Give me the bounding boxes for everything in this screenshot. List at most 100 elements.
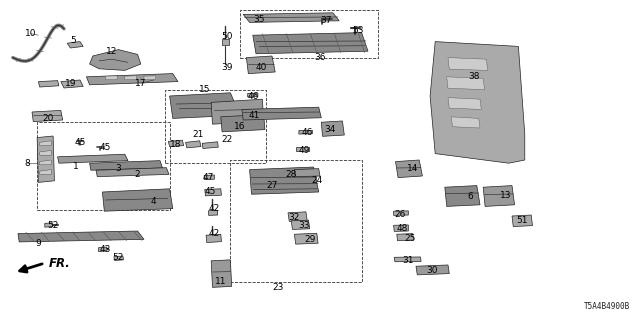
Polygon shape: [396, 160, 422, 178]
Text: 49: 49: [298, 146, 310, 155]
Polygon shape: [86, 74, 178, 85]
Text: 53: 53: [353, 26, 364, 35]
Text: T5A4B4900B: T5A4B4900B: [584, 302, 630, 311]
Text: 26: 26: [394, 210, 406, 219]
Text: 21: 21: [193, 130, 204, 139]
Polygon shape: [211, 260, 232, 287]
Polygon shape: [37, 136, 54, 182]
Text: 14: 14: [407, 164, 419, 172]
Polygon shape: [32, 110, 63, 122]
Text: 15: 15: [199, 85, 211, 94]
Text: 34: 34: [324, 125, 335, 134]
Text: 52: 52: [113, 253, 124, 262]
Polygon shape: [170, 93, 240, 118]
Text: 28: 28: [285, 170, 297, 179]
Polygon shape: [299, 130, 312, 134]
Text: 27: 27: [266, 181, 278, 190]
Text: 9: 9: [36, 239, 41, 248]
Text: 36: 36: [314, 53, 326, 62]
Text: 45: 45: [204, 188, 216, 196]
Polygon shape: [114, 256, 124, 260]
Text: 16: 16: [234, 122, 246, 131]
Text: 41: 41: [249, 111, 260, 120]
Text: 18: 18: [170, 140, 182, 148]
Polygon shape: [448, 58, 488, 70]
Text: 29: 29: [305, 236, 316, 244]
Text: 2: 2: [135, 170, 140, 179]
Polygon shape: [61, 80, 83, 88]
Text: 8: 8: [24, 159, 29, 168]
Polygon shape: [416, 265, 449, 275]
Text: 37: 37: [321, 16, 332, 25]
Polygon shape: [90, 161, 163, 170]
Text: 52: 52: [47, 221, 59, 230]
Text: 40: 40: [255, 63, 267, 72]
Polygon shape: [45, 223, 52, 227]
Polygon shape: [253, 33, 368, 54]
Polygon shape: [296, 147, 309, 151]
Text: 42: 42: [209, 204, 220, 212]
Polygon shape: [106, 76, 117, 80]
Text: 38: 38: [468, 72, 479, 81]
Text: 23: 23: [273, 284, 284, 292]
Polygon shape: [221, 115, 265, 132]
Text: 24: 24: [311, 176, 323, 185]
Polygon shape: [222, 39, 229, 45]
Polygon shape: [291, 220, 310, 229]
Text: 48: 48: [396, 224, 408, 233]
Polygon shape: [248, 93, 258, 97]
Text: 51: 51: [516, 216, 527, 225]
Polygon shape: [186, 141, 201, 148]
Polygon shape: [206, 234, 221, 243]
Polygon shape: [430, 42, 525, 163]
Text: 33: 33: [298, 221, 310, 230]
Polygon shape: [168, 140, 184, 147]
Text: 45: 45: [74, 138, 86, 147]
Text: 31: 31: [403, 256, 414, 265]
Polygon shape: [40, 141, 51, 146]
Text: 17: 17: [135, 79, 147, 88]
Text: 13: 13: [500, 191, 511, 200]
Polygon shape: [18, 231, 144, 242]
Polygon shape: [67, 42, 83, 48]
Polygon shape: [242, 107, 321, 120]
Polygon shape: [294, 169, 320, 177]
Text: 10: 10: [25, 29, 36, 38]
Text: 42: 42: [209, 229, 220, 238]
Polygon shape: [445, 186, 480, 206]
Polygon shape: [394, 257, 421, 262]
Text: 22: 22: [221, 135, 233, 144]
Text: 1: 1: [73, 162, 78, 171]
Text: 46: 46: [247, 92, 259, 100]
Text: 25: 25: [404, 234, 415, 243]
Polygon shape: [209, 210, 218, 215]
Polygon shape: [448, 98, 481, 109]
Polygon shape: [38, 81, 59, 87]
Polygon shape: [294, 233, 318, 244]
Text: 39: 39: [221, 63, 233, 72]
Polygon shape: [205, 189, 221, 196]
Polygon shape: [90, 50, 141, 70]
Text: 5: 5: [71, 36, 76, 44]
Polygon shape: [321, 121, 344, 136]
Text: 46: 46: [301, 128, 313, 137]
Polygon shape: [243, 13, 339, 22]
Text: 43: 43: [100, 245, 111, 254]
Polygon shape: [58, 154, 128, 163]
Text: 4: 4: [151, 197, 156, 206]
Polygon shape: [99, 247, 107, 252]
Text: 20: 20: [42, 114, 54, 123]
Polygon shape: [144, 76, 156, 80]
Polygon shape: [397, 234, 413, 241]
Polygon shape: [246, 56, 275, 74]
Text: 47: 47: [202, 173, 214, 182]
Text: 12: 12: [106, 47, 118, 56]
Polygon shape: [96, 168, 169, 177]
Polygon shape: [40, 150, 51, 155]
Text: 50: 50: [221, 32, 233, 41]
Polygon shape: [125, 76, 136, 80]
Polygon shape: [211, 99, 264, 124]
Polygon shape: [102, 189, 173, 211]
Text: 19: 19: [65, 79, 76, 88]
Polygon shape: [451, 117, 480, 128]
